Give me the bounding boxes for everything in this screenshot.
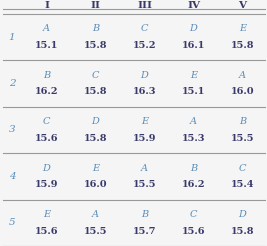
Text: 15.9: 15.9	[35, 180, 58, 189]
Text: 4: 4	[9, 172, 15, 181]
Text: 15.3: 15.3	[182, 134, 205, 143]
Text: II: II	[91, 0, 100, 10]
Text: D: D	[42, 164, 50, 172]
Text: B: B	[190, 164, 197, 172]
Text: D: D	[190, 24, 197, 33]
Text: E: E	[190, 71, 197, 80]
Text: 15.5: 15.5	[133, 180, 156, 189]
Text: 5: 5	[9, 218, 15, 227]
Text: 15.1: 15.1	[35, 41, 58, 50]
Text: 15.1: 15.1	[182, 87, 205, 96]
Text: E: E	[43, 210, 50, 219]
Text: 15.6: 15.6	[35, 227, 58, 236]
Text: 15.5: 15.5	[84, 227, 107, 236]
Text: 15.8: 15.8	[84, 87, 107, 96]
Text: D: D	[92, 117, 99, 126]
Text: 15.8: 15.8	[231, 41, 254, 50]
Text: E: E	[92, 164, 99, 172]
Text: III: III	[137, 0, 152, 10]
Text: 16.0: 16.0	[231, 87, 254, 96]
Text: B: B	[239, 117, 246, 126]
Text: C: C	[239, 164, 246, 172]
Text: C: C	[190, 210, 197, 219]
Text: D: D	[238, 210, 246, 219]
Text: 15.6: 15.6	[35, 134, 58, 143]
Text: C: C	[92, 71, 99, 80]
Text: E: E	[239, 24, 246, 33]
Text: 2: 2	[9, 79, 15, 88]
Text: 16.2: 16.2	[182, 180, 205, 189]
Text: 16.3: 16.3	[133, 87, 156, 96]
Text: E: E	[141, 117, 148, 126]
Text: B: B	[141, 210, 148, 219]
Text: I: I	[44, 0, 49, 10]
Text: A: A	[239, 71, 246, 80]
Text: A: A	[190, 117, 197, 126]
Text: 15.9: 15.9	[133, 134, 156, 143]
Text: C: C	[141, 24, 148, 33]
Text: B: B	[92, 24, 99, 33]
Text: 15.2: 15.2	[133, 41, 156, 50]
Text: 15.8: 15.8	[84, 41, 107, 50]
Text: B: B	[43, 71, 50, 80]
Text: 15.6: 15.6	[182, 227, 205, 236]
Text: 15.8: 15.8	[84, 134, 107, 143]
Text: 15.8: 15.8	[231, 227, 254, 236]
Text: 1: 1	[9, 33, 15, 42]
Text: A: A	[141, 164, 148, 172]
Text: IV: IV	[187, 0, 200, 10]
Text: 16.0: 16.0	[84, 180, 107, 189]
Text: 15.4: 15.4	[231, 180, 254, 189]
Text: 3: 3	[9, 125, 15, 135]
Text: D: D	[140, 71, 148, 80]
Text: C: C	[43, 117, 50, 126]
Text: A: A	[43, 24, 50, 33]
Text: 15.5: 15.5	[231, 134, 254, 143]
Text: 16.2: 16.2	[35, 87, 58, 96]
Text: 16.1: 16.1	[182, 41, 205, 50]
Text: 15.7: 15.7	[133, 227, 156, 236]
Text: V: V	[238, 0, 246, 10]
Text: A: A	[92, 210, 99, 219]
